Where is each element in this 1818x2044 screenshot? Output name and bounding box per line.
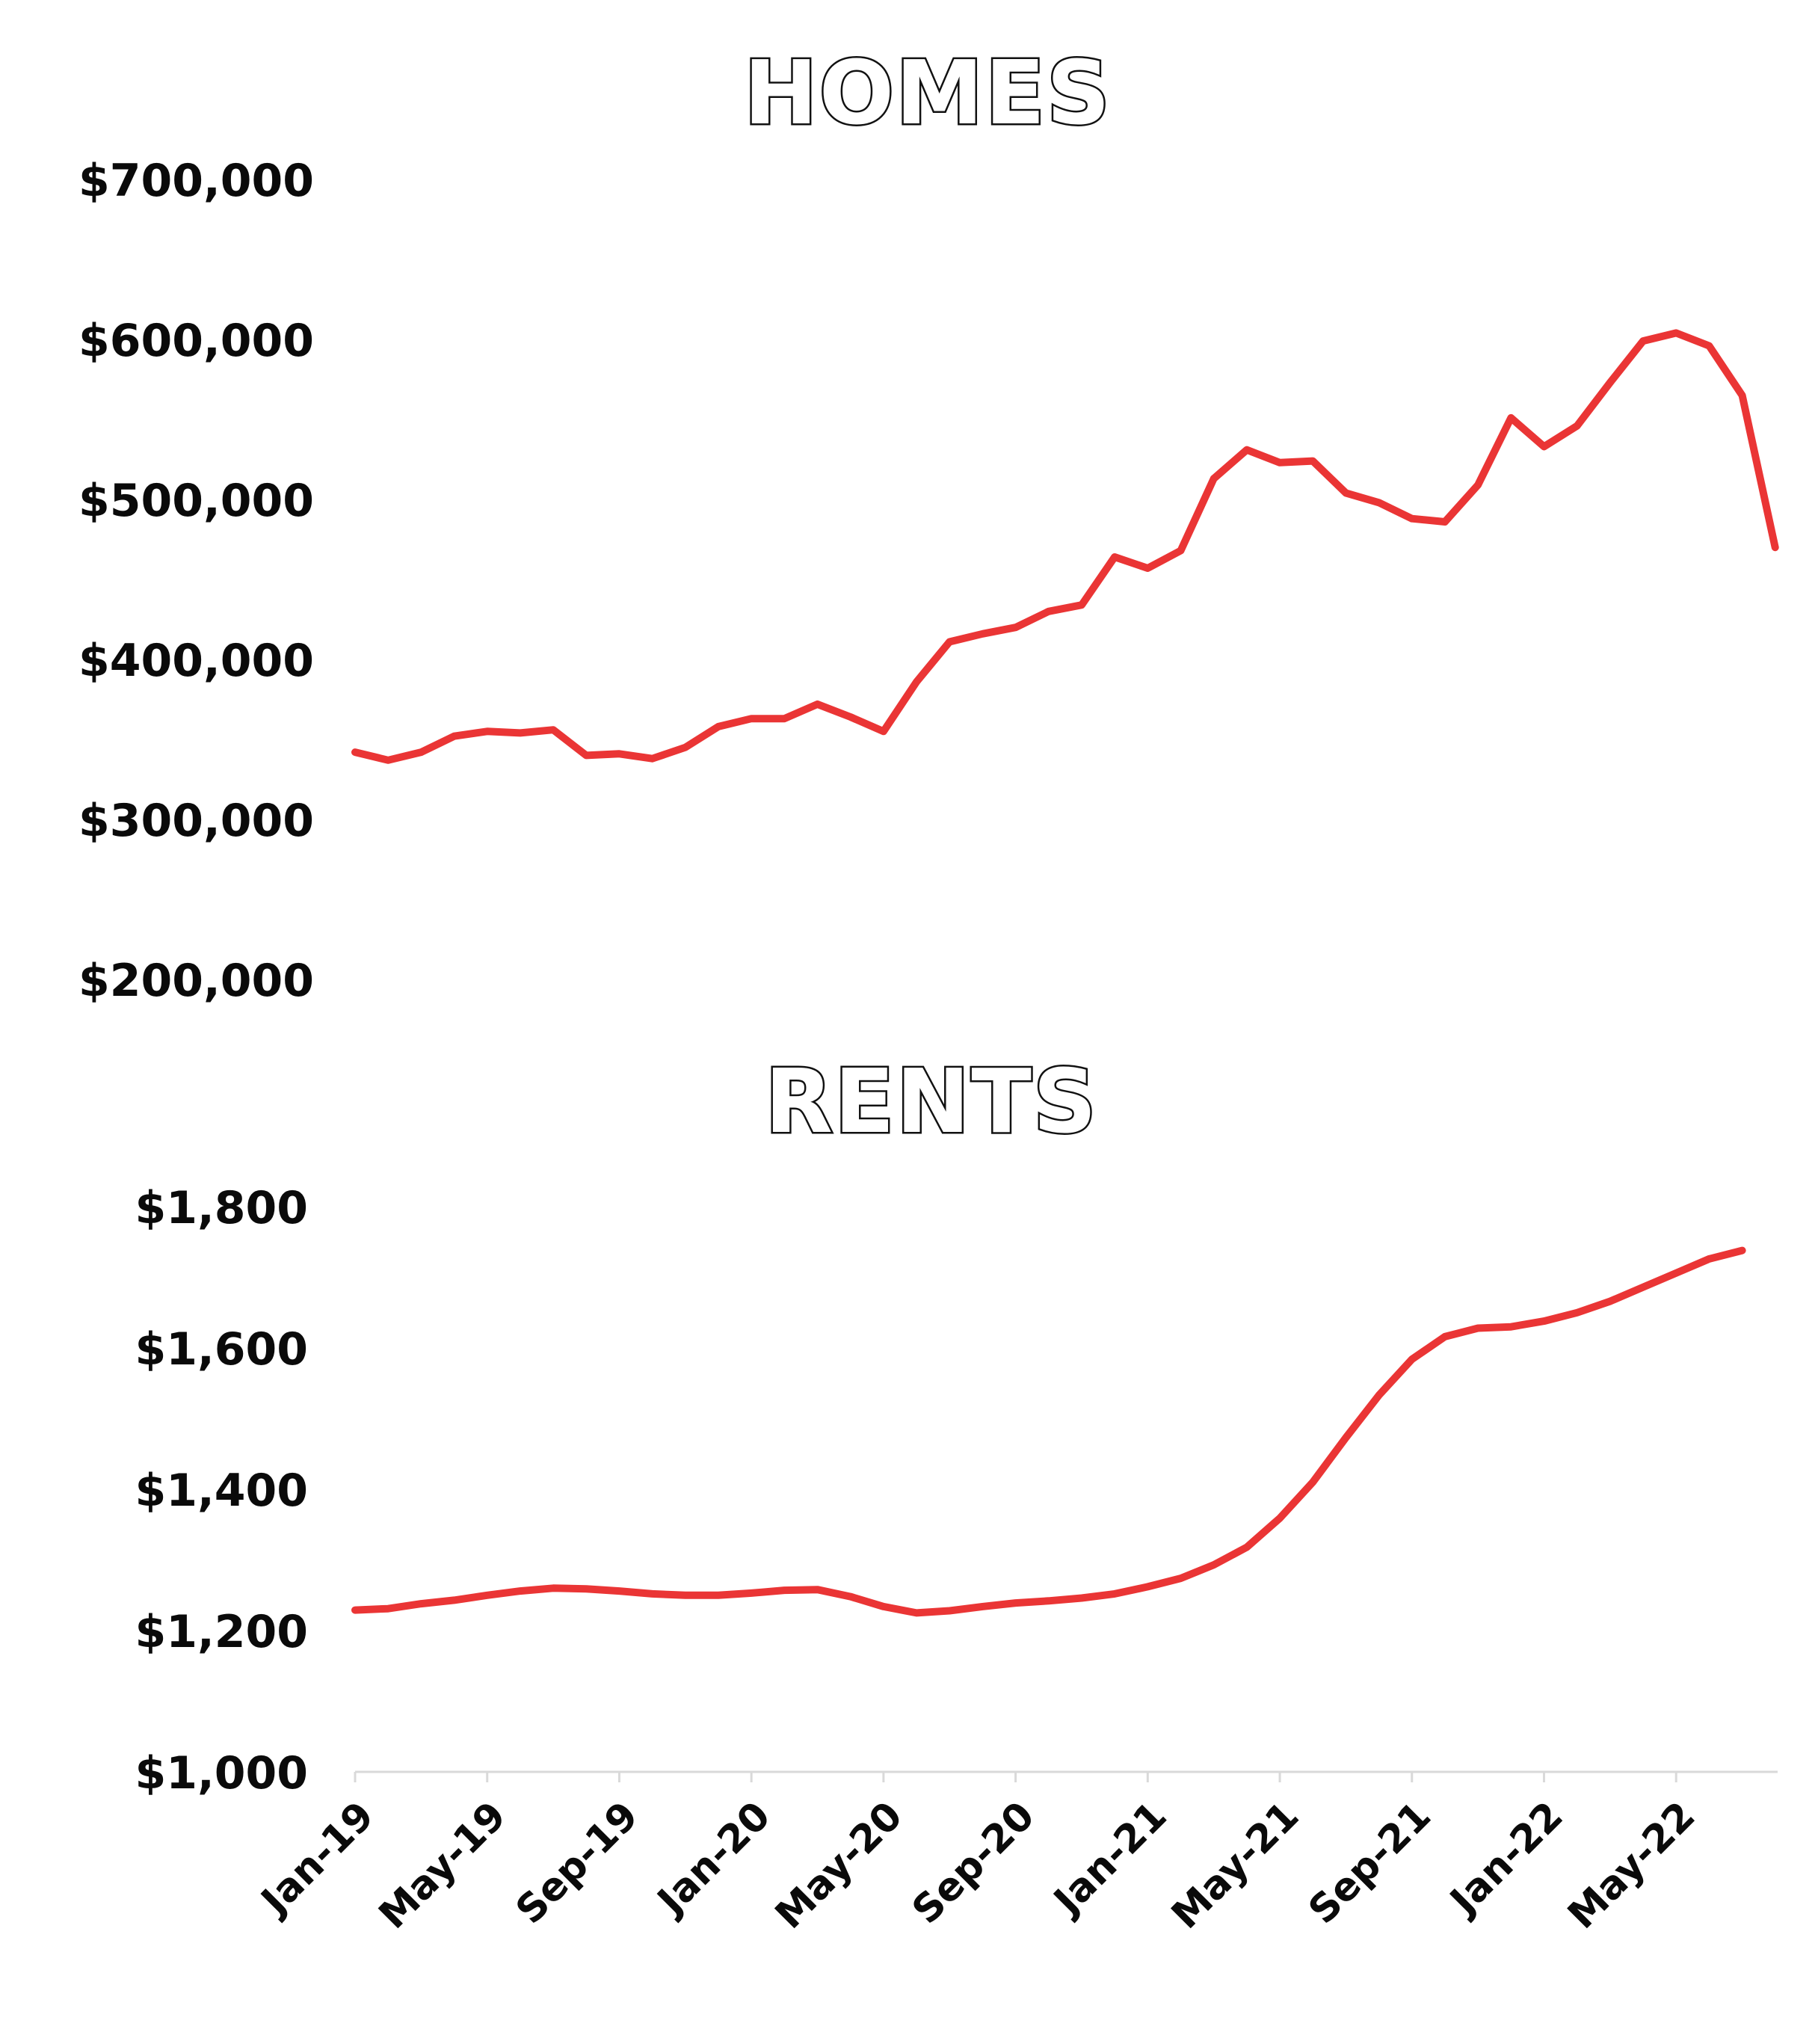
- rents-x-tick-label: Sep-19: [508, 1794, 647, 1933]
- homes-y-tick-label: $300,000: [78, 795, 314, 847]
- rents-x-tick-label: May-19: [371, 1794, 515, 1938]
- homes-y-tick-label: $600,000: [78, 315, 314, 367]
- rents-x-tick-label: Sep-20: [904, 1794, 1044, 1933]
- rents-title: RENTS: [765, 1050, 1098, 1153]
- homes-chart: HOMES $200,000 $300,000 $400,000 $500,000 $60…: [78, 40, 1779, 1007]
- homes-y-tick-label: $700,000: [78, 155, 314, 207]
- rents-x-tick-label: Jan-19: [252, 1794, 383, 1925]
- rents-y-tick-label: $1,600: [135, 1323, 308, 1376]
- homes-series-line: [351, 329, 1779, 764]
- rents-y-tick-label: $1,200: [135, 1606, 308, 1658]
- rents-y-tick-label: $1,400: [135, 1465, 308, 1517]
- rents-x-tick-label: May-21: [1163, 1794, 1307, 1938]
- homes-y-tick-label: $200,000: [78, 955, 314, 1007]
- rents-y-tick-label: $1,800: [135, 1182, 308, 1234]
- rents-x-tick-label: May-20: [767, 1794, 911, 1938]
- rents-series-line: [351, 1246, 1746, 1617]
- homes-y-tick-label: $500,000: [78, 475, 314, 527]
- rents-chart: RENTS $1,000 $1,200 $1,400 $1,600 $1,800 Jan-1…: [135, 1048, 1778, 1938]
- rents-y-tick-label: $1,000: [135, 1747, 308, 1800]
- homes-title: HOMES: [744, 41, 1112, 144]
- homes-y-tick-label: $400,000: [78, 635, 314, 687]
- rents-x-tick-label: Jan-22: [1440, 1794, 1572, 1925]
- rents-x-tick-label: Jan-20: [648, 1794, 780, 1925]
- rents-x-tick-label: Jan-21: [1044, 1794, 1176, 1925]
- rents-x-tick-label: May-22: [1559, 1794, 1704, 1938]
- rents-x-tick-label: Sep-21: [1300, 1794, 1440, 1933]
